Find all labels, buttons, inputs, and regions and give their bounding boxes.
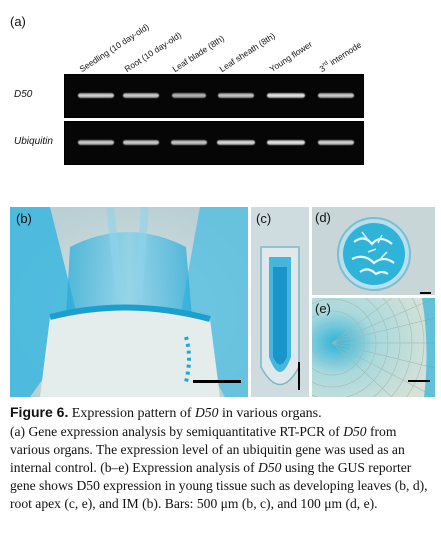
- micrograph-e: (e): [312, 298, 435, 397]
- scale-bar-d: [420, 292, 431, 294]
- panel-d-label: (d): [315, 210, 331, 225]
- micrograph-c-image: [251, 207, 309, 397]
- panel-a-label: (a): [10, 14, 26, 29]
- gel-d50: [64, 74, 364, 118]
- gel-band: [267, 140, 305, 145]
- panel-e-label: (e): [315, 301, 331, 316]
- micrograph-b-image: [10, 207, 248, 397]
- gel-band: [122, 140, 160, 145]
- caption-a-gene: D50: [343, 424, 367, 439]
- gel-band: [122, 93, 160, 98]
- figure-caption: Figure 6. Expression pattern of D50 in v…: [10, 403, 435, 513]
- lane-label: 3rd internode: [317, 39, 364, 74]
- micrograph-c: (c): [251, 207, 309, 397]
- caption-title-post: in various organs.: [218, 406, 322, 421]
- caption-title-pre: Expression pattern of: [71, 406, 196, 421]
- caption-b-post: using the GUS reporter gene shows D50 ex…: [10, 460, 428, 511]
- panel-c-label: (c): [256, 211, 272, 226]
- gel-band: [171, 140, 207, 145]
- scale-bar-b: [193, 380, 241, 383]
- caption-title-gene: D50: [195, 405, 219, 420]
- gel-band: [317, 93, 355, 98]
- caption-a-pre: (a) Gene expression analysis by semiquan…: [10, 424, 344, 439]
- micrograph-d: (d): [312, 207, 435, 295]
- gel-band: [218, 93, 254, 98]
- micrograph-b: (b): [10, 207, 248, 397]
- caption-figure-number: Figure 6.: [10, 404, 69, 420]
- gel-band: [77, 140, 115, 145]
- gel-ubiquitin: [64, 121, 364, 165]
- scale-bar-c: [298, 362, 300, 390]
- scale-bar-e: [408, 380, 430, 382]
- caption-b-gene: D50: [258, 460, 282, 475]
- gel-band: [217, 140, 255, 145]
- caption-a-post: from various organs. The expression leve…: [10, 424, 405, 475]
- gene-label-d50: D50: [14, 89, 33, 100]
- panel-b-label: (b): [16, 211, 32, 226]
- gel-band: [171, 93, 207, 98]
- gel-band: [317, 140, 355, 145]
- gene-label-ubiquitin: Ubiquitin: [14, 136, 53, 147]
- micrograph-d-image: [312, 207, 435, 295]
- gel-band: [267, 93, 305, 98]
- gel-band: [77, 93, 115, 98]
- lane-label: Young flower: [267, 39, 314, 74]
